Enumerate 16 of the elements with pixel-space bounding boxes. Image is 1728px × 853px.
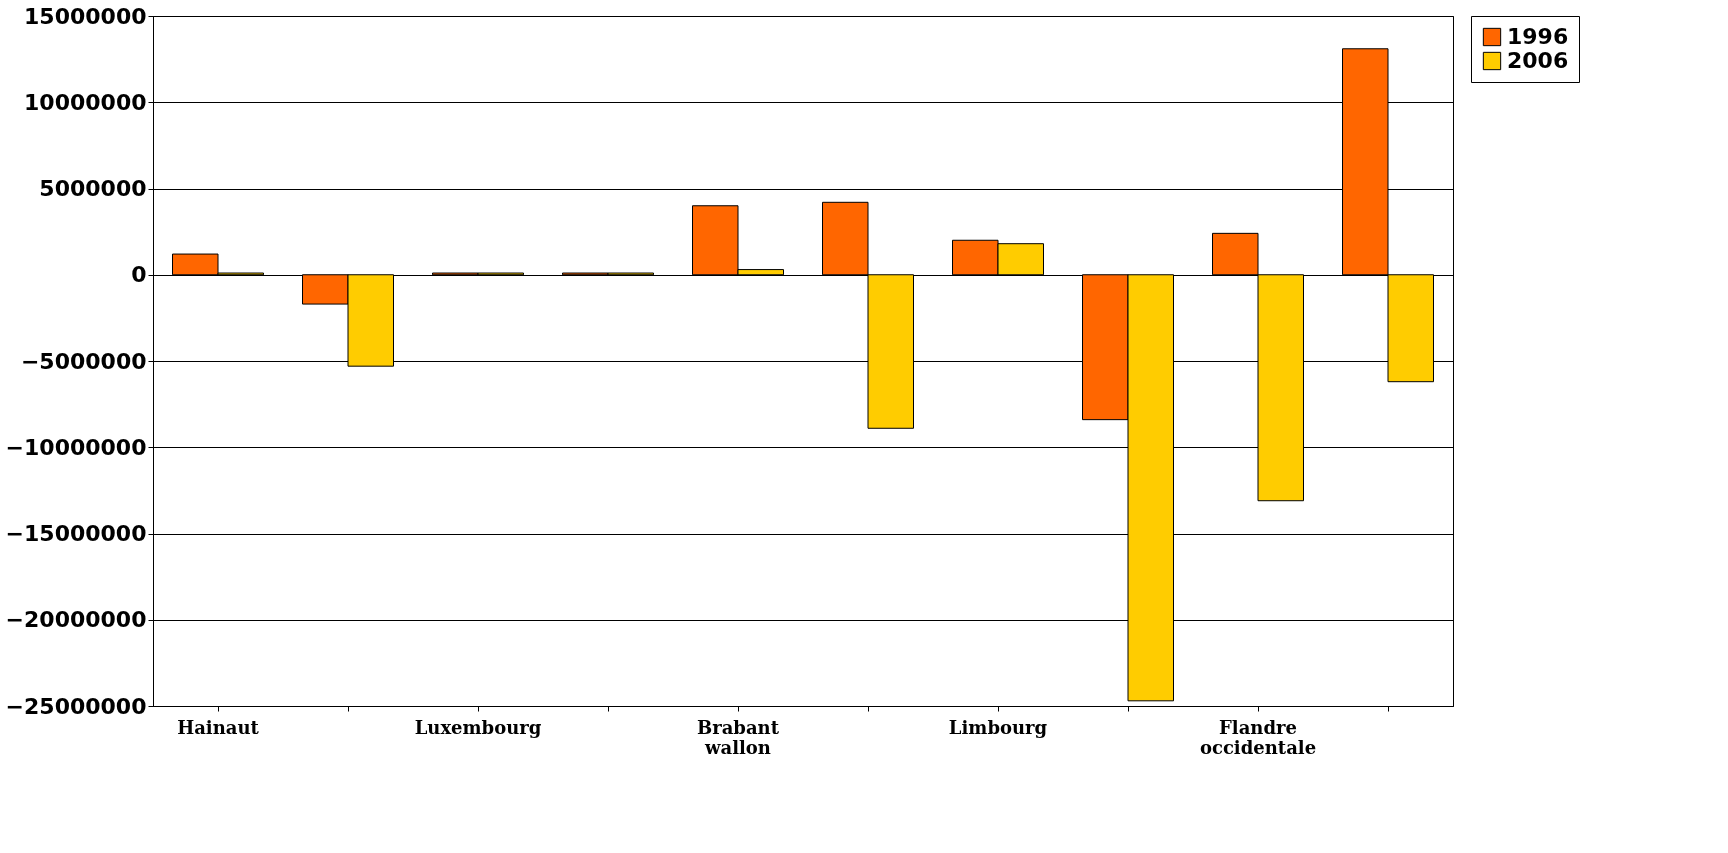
y-tick-label: −15000000 bbox=[5, 521, 147, 546]
y-tick-label: −20000000 bbox=[5, 607, 147, 633]
y-tick-label: 10000000 bbox=[24, 89, 147, 115]
y-tick-label: −5000000 bbox=[20, 348, 147, 374]
legend-label: 1996 bbox=[1507, 24, 1569, 49]
x-tick-label: Luxembourg bbox=[414, 716, 542, 738]
x-tick-label: Limbourg bbox=[948, 716, 1048, 738]
y-tick-label: 15000000 bbox=[24, 3, 147, 29]
y-tick-label: −10000000 bbox=[5, 434, 147, 460]
x-tick-label: Flandre occidentale bbox=[1199, 716, 1317, 758]
y-tick-label: 5000000 bbox=[39, 176, 147, 201]
y-tick-label: 0 bbox=[131, 262, 147, 288]
x-tick-label: Brabant wallon bbox=[696, 716, 780, 758]
x-tick-label: Hainaut bbox=[177, 716, 260, 738]
y-tick-label: −25000000 bbox=[5, 693, 147, 719]
legend-label: 2006 bbox=[1507, 48, 1569, 73]
